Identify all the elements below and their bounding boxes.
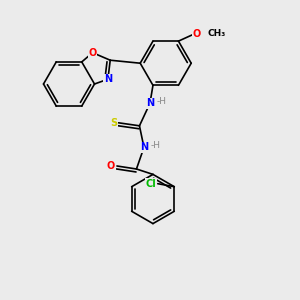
Text: Cl: Cl (146, 179, 157, 189)
Text: N: N (104, 74, 112, 84)
Text: N: N (140, 142, 148, 152)
Text: S: S (110, 118, 118, 128)
Text: O: O (192, 28, 201, 39)
Text: -H: -H (157, 97, 166, 106)
Text: O: O (88, 48, 97, 58)
Text: O: O (107, 161, 115, 171)
Text: CH₃: CH₃ (208, 29, 226, 38)
Text: N: N (146, 98, 154, 108)
Text: -H: -H (151, 141, 160, 150)
